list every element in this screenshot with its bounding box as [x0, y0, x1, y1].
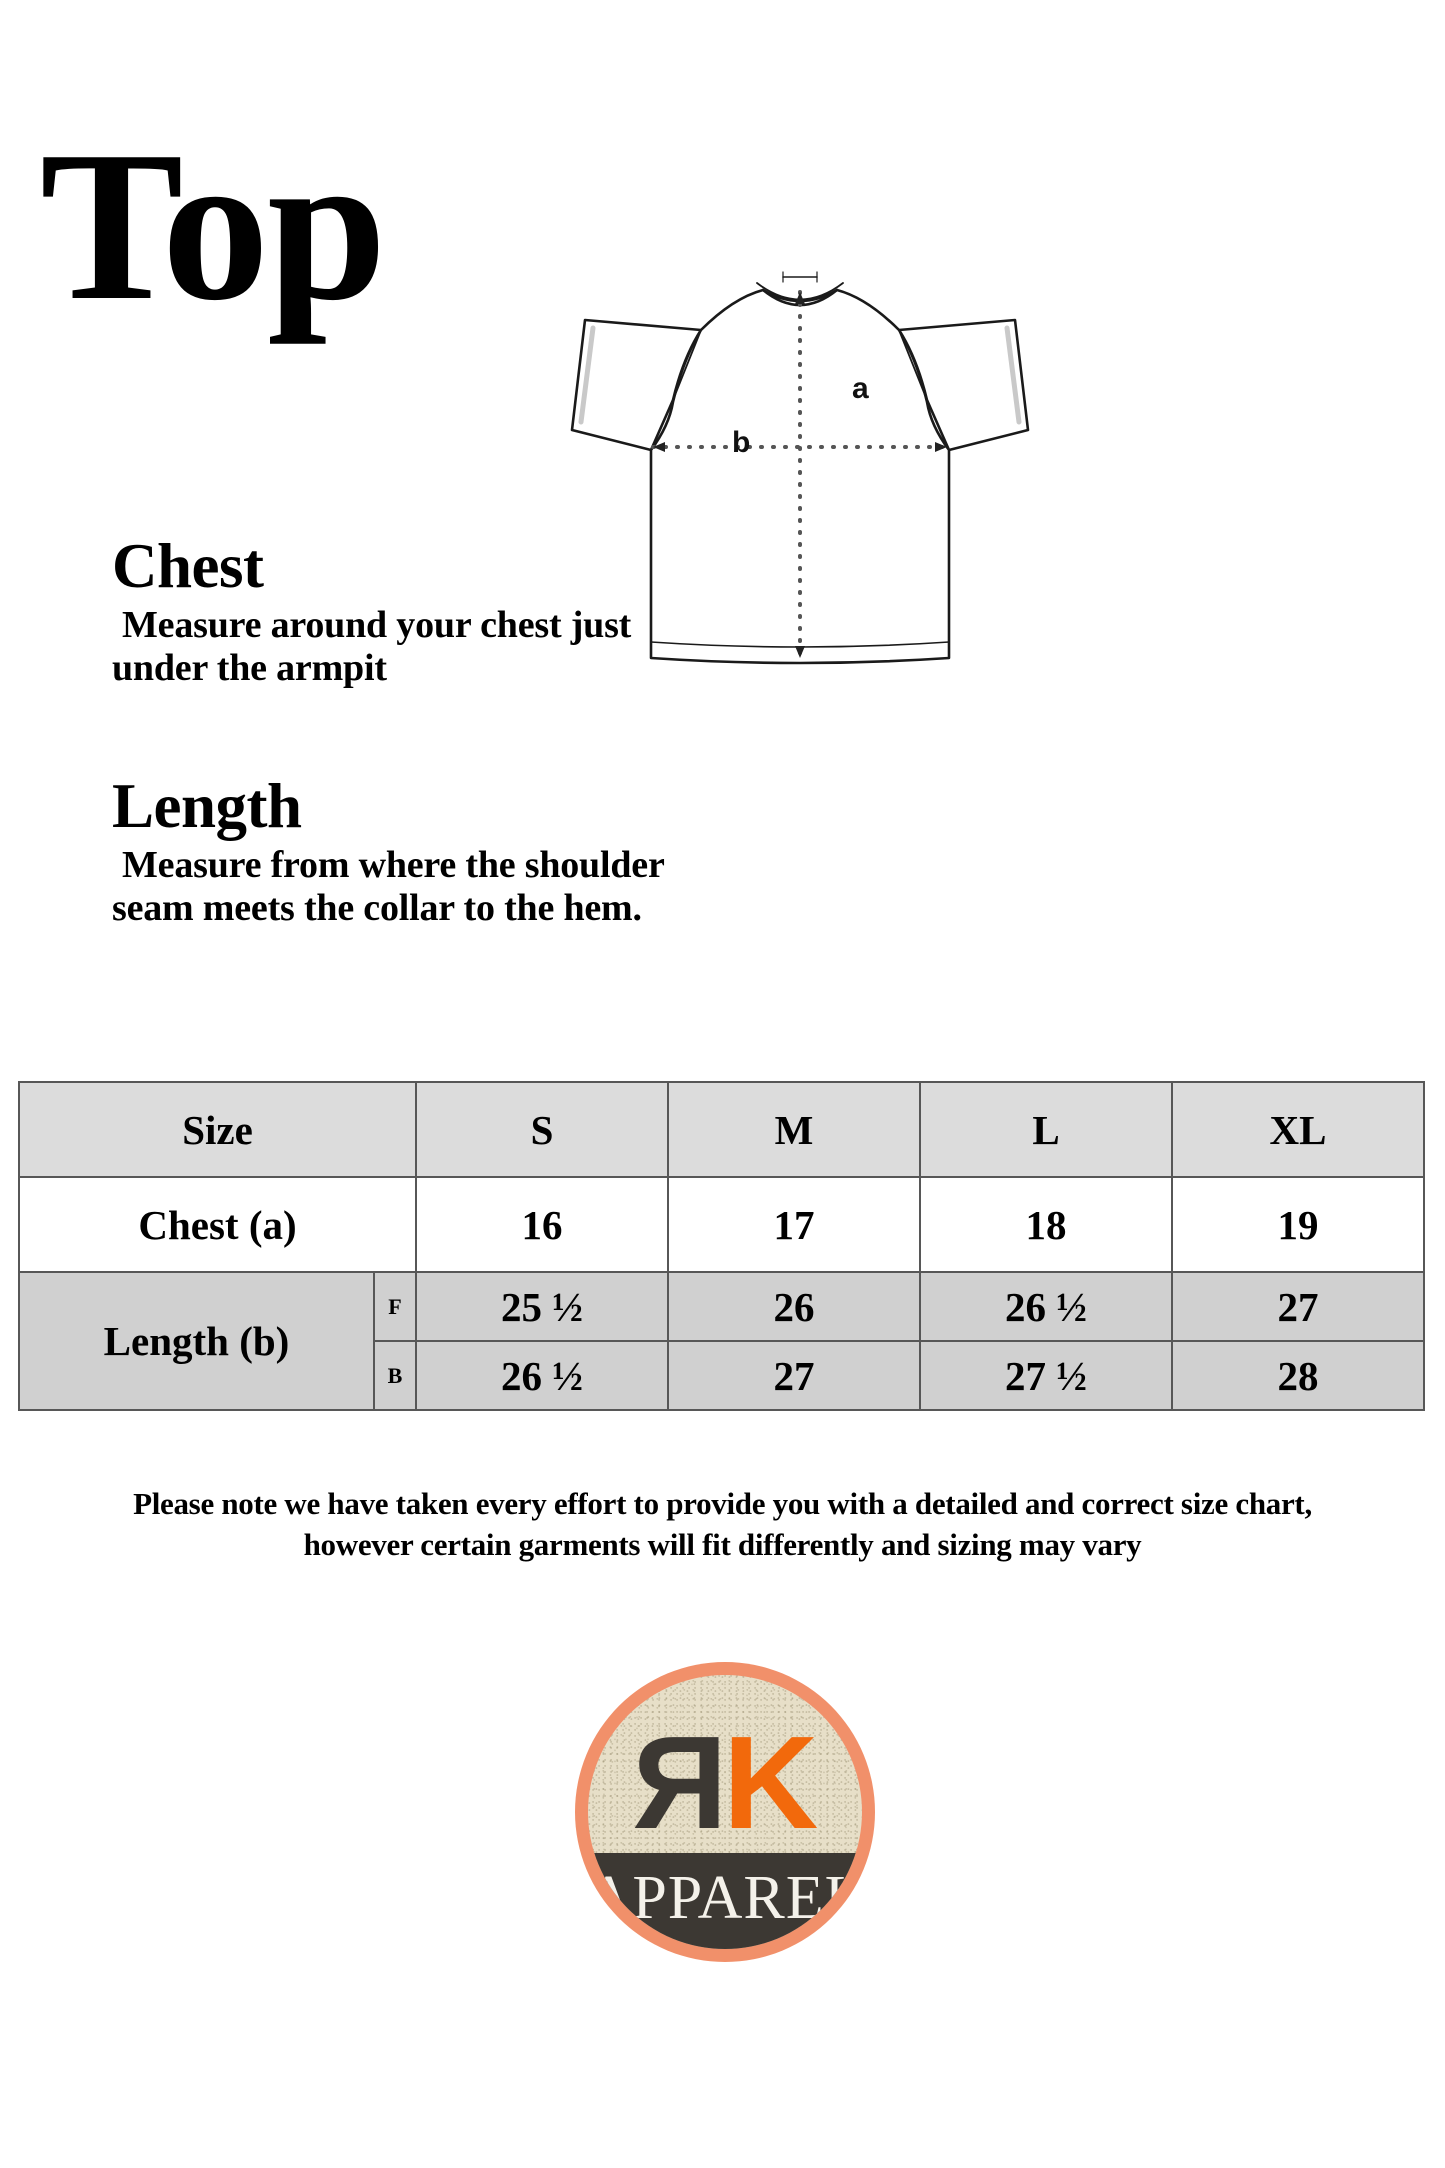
- disclaimer-note: Please note we have taken every effort t…: [0, 1484, 1445, 1566]
- rk-apparel-logo: RK APPAREL: [575, 1662, 875, 1962]
- table-header-size: Size: [18, 1081, 417, 1178]
- logo-wordmark-band: APPAREL: [588, 1853, 862, 1949]
- table-row-label-chest: Chest (a): [18, 1176, 417, 1273]
- length-back-value-m: 27: [667, 1340, 921, 1411]
- measurement-heading-length: Length: [112, 771, 302, 841]
- measurement-block-length: Length Measure from where the shoulder s…: [112, 775, 665, 929]
- table-header-xl: XL: [1171, 1081, 1425, 1178]
- length-back-value-xl: 28: [1171, 1340, 1425, 1411]
- measurement-description-length-line-2: seam meets the collar to the hem.: [112, 886, 642, 929]
- tshirt-diagram: a b: [555, 250, 1045, 690]
- diagram-label-a: a: [852, 372, 869, 405]
- length-front-value-s: 25 ½: [415, 1271, 669, 1342]
- measurement-description-chest-line-2: under the armpit: [112, 646, 387, 689]
- logo-letter-r-mirrored: R: [631, 1709, 727, 1856]
- length-back-value-s: 26 ½: [415, 1340, 669, 1411]
- table-header-s: S: [415, 1081, 669, 1178]
- disclaimer-line-2: however certain garments will fit differ…: [303, 1526, 1142, 1562]
- logo-letter-k: K: [723, 1709, 819, 1856]
- length-front-value-l: 26 ½: [919, 1271, 1173, 1342]
- length-front-value-m: 26: [667, 1271, 921, 1342]
- chest-value-xl: 19: [1171, 1176, 1425, 1273]
- chest-value-s: 16: [415, 1176, 669, 1273]
- measurement-description-length-line-1: Measure from where the shoulder: [122, 844, 665, 886]
- table-sublabel-back: B: [373, 1340, 417, 1411]
- logo-wordmark: APPAREL: [588, 1864, 862, 1932]
- disclaimer-line-1: Please note we have taken every effort t…: [133, 1486, 1312, 1521]
- size-chart-table-wrap: Size S M L XL Chest (a) 16 17 18 19 Leng…: [18, 1081, 1425, 1411]
- table-row: B 26 ½ 27 27 ½ 28: [19, 1340, 1425, 1411]
- table-header-l: L: [919, 1081, 1173, 1178]
- length-front-value-xl: 27: [1171, 1271, 1425, 1342]
- table-row-label-length: Length (b): [18, 1271, 375, 1411]
- diagram-label-b: b: [732, 426, 751, 459]
- chest-value-m: 17: [667, 1176, 921, 1273]
- measurement-arrowheads: [653, 292, 947, 658]
- tshirt-outline-icon: [570, 271, 1030, 665]
- measurement-heading-chest: Chest: [112, 531, 264, 601]
- size-chart-table: Size S M L XL Chest (a) 16 17 18 19 Leng…: [18, 1081, 1425, 1411]
- measurement-block-chest: Chest Measure around your chest just und…: [112, 535, 631, 689]
- chest-value-l: 18: [919, 1176, 1173, 1273]
- logo-canvas-background: RK APPAREL: [588, 1675, 862, 1949]
- table-row: Chest (a) 16 17 18 19: [18, 1176, 1425, 1273]
- table-sublabel-front: F: [373, 1271, 417, 1342]
- measurement-description-chest-line-1: Measure around your chest just: [122, 604, 632, 646]
- measurement-description-length: Measure from where the shoulder seam mee…: [112, 844, 665, 929]
- page-title: Top: [40, 106, 387, 345]
- table-header-row: Size S M L XL: [18, 1081, 1425, 1178]
- logo-monogram: RK: [588, 1709, 862, 1856]
- table-header-m: M: [667, 1081, 921, 1178]
- table-row: Length (b) F 25 ½ 26 26 ½ 27: [18, 1271, 1425, 1411]
- length-back-value-l: 27 ½: [919, 1340, 1173, 1411]
- measurement-description-chest: Measure around your chest just under the…: [112, 604, 631, 689]
